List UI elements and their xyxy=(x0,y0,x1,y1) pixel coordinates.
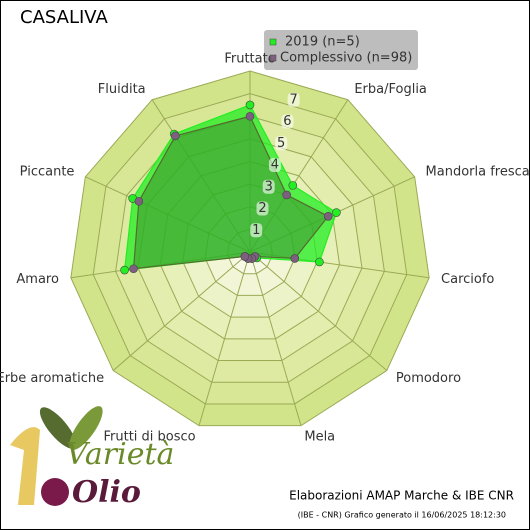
tick-label-bg xyxy=(287,92,300,107)
tick-label-bg xyxy=(250,223,263,238)
data-point xyxy=(323,211,333,221)
data-point xyxy=(171,131,180,141)
logo-text: Varietà xyxy=(66,437,174,472)
r-tick-label: 5 xyxy=(277,136,285,151)
data-point xyxy=(315,257,324,267)
r-tick-label: 7 xyxy=(290,92,298,107)
logo-leaf xyxy=(69,406,103,450)
data-point xyxy=(134,196,144,206)
logo: Varietà Olio xyxy=(10,406,174,510)
legend-label: Complessivo (n=98) xyxy=(280,51,412,66)
footnote: (IBE - CNR) Grafico generato il 16/06/20… xyxy=(298,511,506,520)
tick-label-bg xyxy=(281,114,294,129)
axis-label: Erbe aromatiche xyxy=(0,371,104,386)
logo-leaf xyxy=(39,407,77,449)
r-tick-label: 3 xyxy=(265,179,273,194)
axis-label: Frutti di bosco xyxy=(103,430,195,445)
radial-axis xyxy=(249,251,388,371)
data-point xyxy=(240,252,250,261)
axis-label: Erba/Foglia xyxy=(354,82,427,97)
radial-axis xyxy=(249,251,302,426)
radial-axis xyxy=(198,251,251,426)
data-point xyxy=(129,264,138,274)
tick-label-bg xyxy=(262,179,275,194)
axis-label: Piccante xyxy=(20,164,75,179)
logo-one xyxy=(10,427,40,505)
tick-label-bg xyxy=(275,136,288,151)
axis-label: Pomodoro xyxy=(396,371,461,386)
axis-label: Mandorla fresca xyxy=(426,164,530,179)
tick-label-bg xyxy=(268,158,281,173)
axis-label: Fruttato xyxy=(224,52,275,67)
data-point xyxy=(332,208,341,217)
legend-swatch xyxy=(269,54,277,62)
legend-box xyxy=(264,30,418,70)
axis-label: Amaro xyxy=(16,272,59,287)
data-point xyxy=(120,265,129,275)
data-point xyxy=(245,100,255,110)
r-tick-label: 4 xyxy=(271,158,279,173)
r-tick-label: 1 xyxy=(252,223,260,238)
data-point xyxy=(288,181,298,190)
legend-label: 2019 (n=5) xyxy=(285,35,360,50)
r-tick-label: 2 xyxy=(258,201,266,216)
data-point xyxy=(245,111,255,121)
logo-text: Olio xyxy=(72,475,141,510)
data-point xyxy=(290,254,300,263)
axis-label: Fluidita xyxy=(98,82,146,97)
data-point xyxy=(282,190,291,200)
legend-swatch xyxy=(269,38,277,46)
r-tick-label: 6 xyxy=(283,114,291,129)
radial-axis xyxy=(112,251,251,371)
logo-olive xyxy=(41,478,69,506)
footer: Elaborazioni AMAP Marche & IBE CNR xyxy=(289,489,514,503)
axis-label: Carciofo xyxy=(441,272,494,287)
tick-label-bg xyxy=(256,201,269,216)
axis-label: Mela xyxy=(304,430,335,445)
chart-title: CASALIVA xyxy=(20,7,108,28)
